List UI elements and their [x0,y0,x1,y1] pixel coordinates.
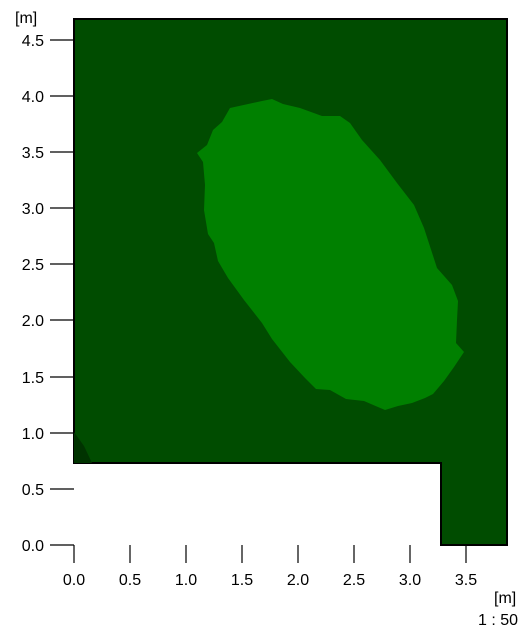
y-tick-label: 4.5 [22,33,44,50]
x-tick-label: 3.5 [455,572,477,589]
x-tick-label: 0.5 [119,572,141,589]
y-tick-label: 2.0 [22,313,44,330]
y-tick-label: 0.0 [22,538,44,555]
x-tick-label: 2.0 [287,572,309,589]
y-tick-label: 1.0 [22,426,44,443]
x-tick-label: 2.5 [343,572,365,589]
y-unit-label: [m] [15,10,37,27]
y-tick-label: 3.0 [22,201,44,218]
y-tick-label: 0.5 [22,482,44,499]
y-tick-label: 2.5 [22,257,44,274]
irregular-zone [197,99,464,410]
y-axis: 0.0 0.5 1.0 1.5 2.0 2.5 3.0 3.5 4.0 4.5 … [15,10,74,555]
x-tick-label: 1.0 [175,572,197,589]
x-unit-label: [m] [494,590,516,607]
y-tick-label: 3.5 [22,145,44,162]
y-tick-label: 4.0 [22,89,44,106]
scale-label: 1 : 50 [478,612,518,629]
x-tick-label: 1.5 [231,572,253,589]
y-tick-label: 1.5 [22,370,44,387]
x-tick-label: 3.0 [399,572,421,589]
x-tick-label: 0.0 [63,572,85,589]
x-axis: 0.0 0.5 1.0 1.5 2.0 2.5 3.0 3.5 [m] 1 : … [63,545,518,629]
corner-zone [74,432,92,463]
